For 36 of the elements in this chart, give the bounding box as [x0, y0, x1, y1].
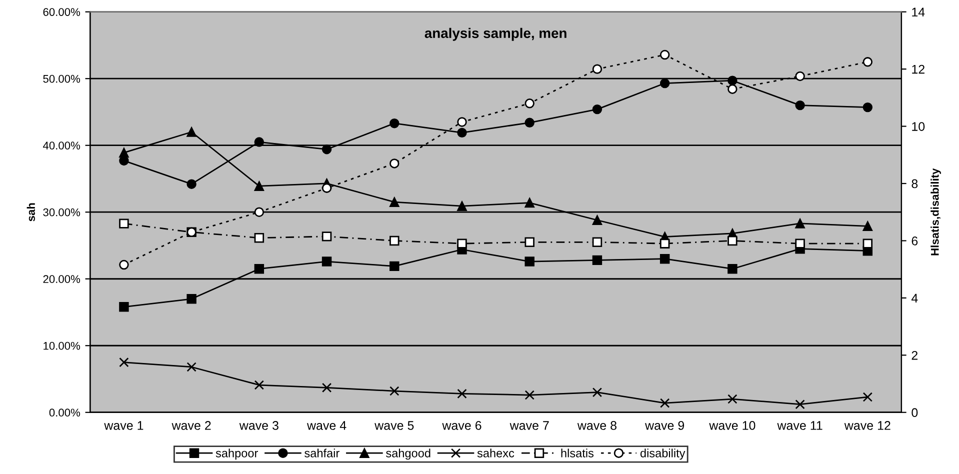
y-tick-label: 60.00%	[43, 8, 80, 16]
x-tick-label: wave 7	[510, 421, 549, 430]
y2-tick-label: 10	[912, 122, 925, 131]
legend-label: sahgood	[386, 448, 430, 460]
legend-label: sahexc	[477, 448, 514, 458]
legend-label: hlsatis	[561, 448, 594, 458]
y-tick-label: 10.00%	[44, 342, 80, 350]
y-tick-label: 20.00%	[43, 275, 80, 284]
x-tick-label: wave 5	[374, 421, 414, 430]
y2-axis-title: Hlsatis,disability	[930, 168, 941, 256]
x-tick-label: wave 9	[645, 421, 684, 430]
x-tick-label: wave 8	[577, 421, 616, 430]
y2-tick-label: 8	[912, 179, 918, 188]
text: analysis sample, men	[424, 28, 566, 41]
y2-tick-label: 0	[912, 408, 918, 418]
x-tick-label: wave 2	[172, 421, 211, 430]
y-tick-label: 50.00%	[43, 74, 80, 83]
legend-label: sahfair	[304, 448, 340, 458]
x-tick-label: wave 4	[306, 421, 346, 430]
y-tick-label: 40.00%	[42, 142, 80, 150]
x-tick-label: wave 1	[104, 421, 144, 430]
y-tick-label: 30.00%	[43, 208, 80, 216]
y-tick-label: 0.00%	[49, 408, 80, 417]
y2-tick-label: 14	[912, 8, 925, 16]
x-tick-label: wave 3	[239, 421, 278, 430]
y2-tick-label: 2	[912, 350, 918, 360]
x-tick-label: wave 6	[442, 421, 482, 430]
y2-tick-label: 6	[912, 236, 918, 246]
x-tick-label: wave 10	[709, 421, 756, 430]
x-tick-label: wave 12	[844, 421, 890, 430]
y-axis-title: sah	[26, 203, 35, 222]
legend-label: disability	[640, 448, 686, 460]
y2-tick-label: 4	[911, 294, 918, 302]
legend-label: sahpoor	[216, 448, 258, 460]
y2-tick-label: 12	[912, 64, 924, 74]
x-tick-label: wave 11	[777, 421, 822, 430]
